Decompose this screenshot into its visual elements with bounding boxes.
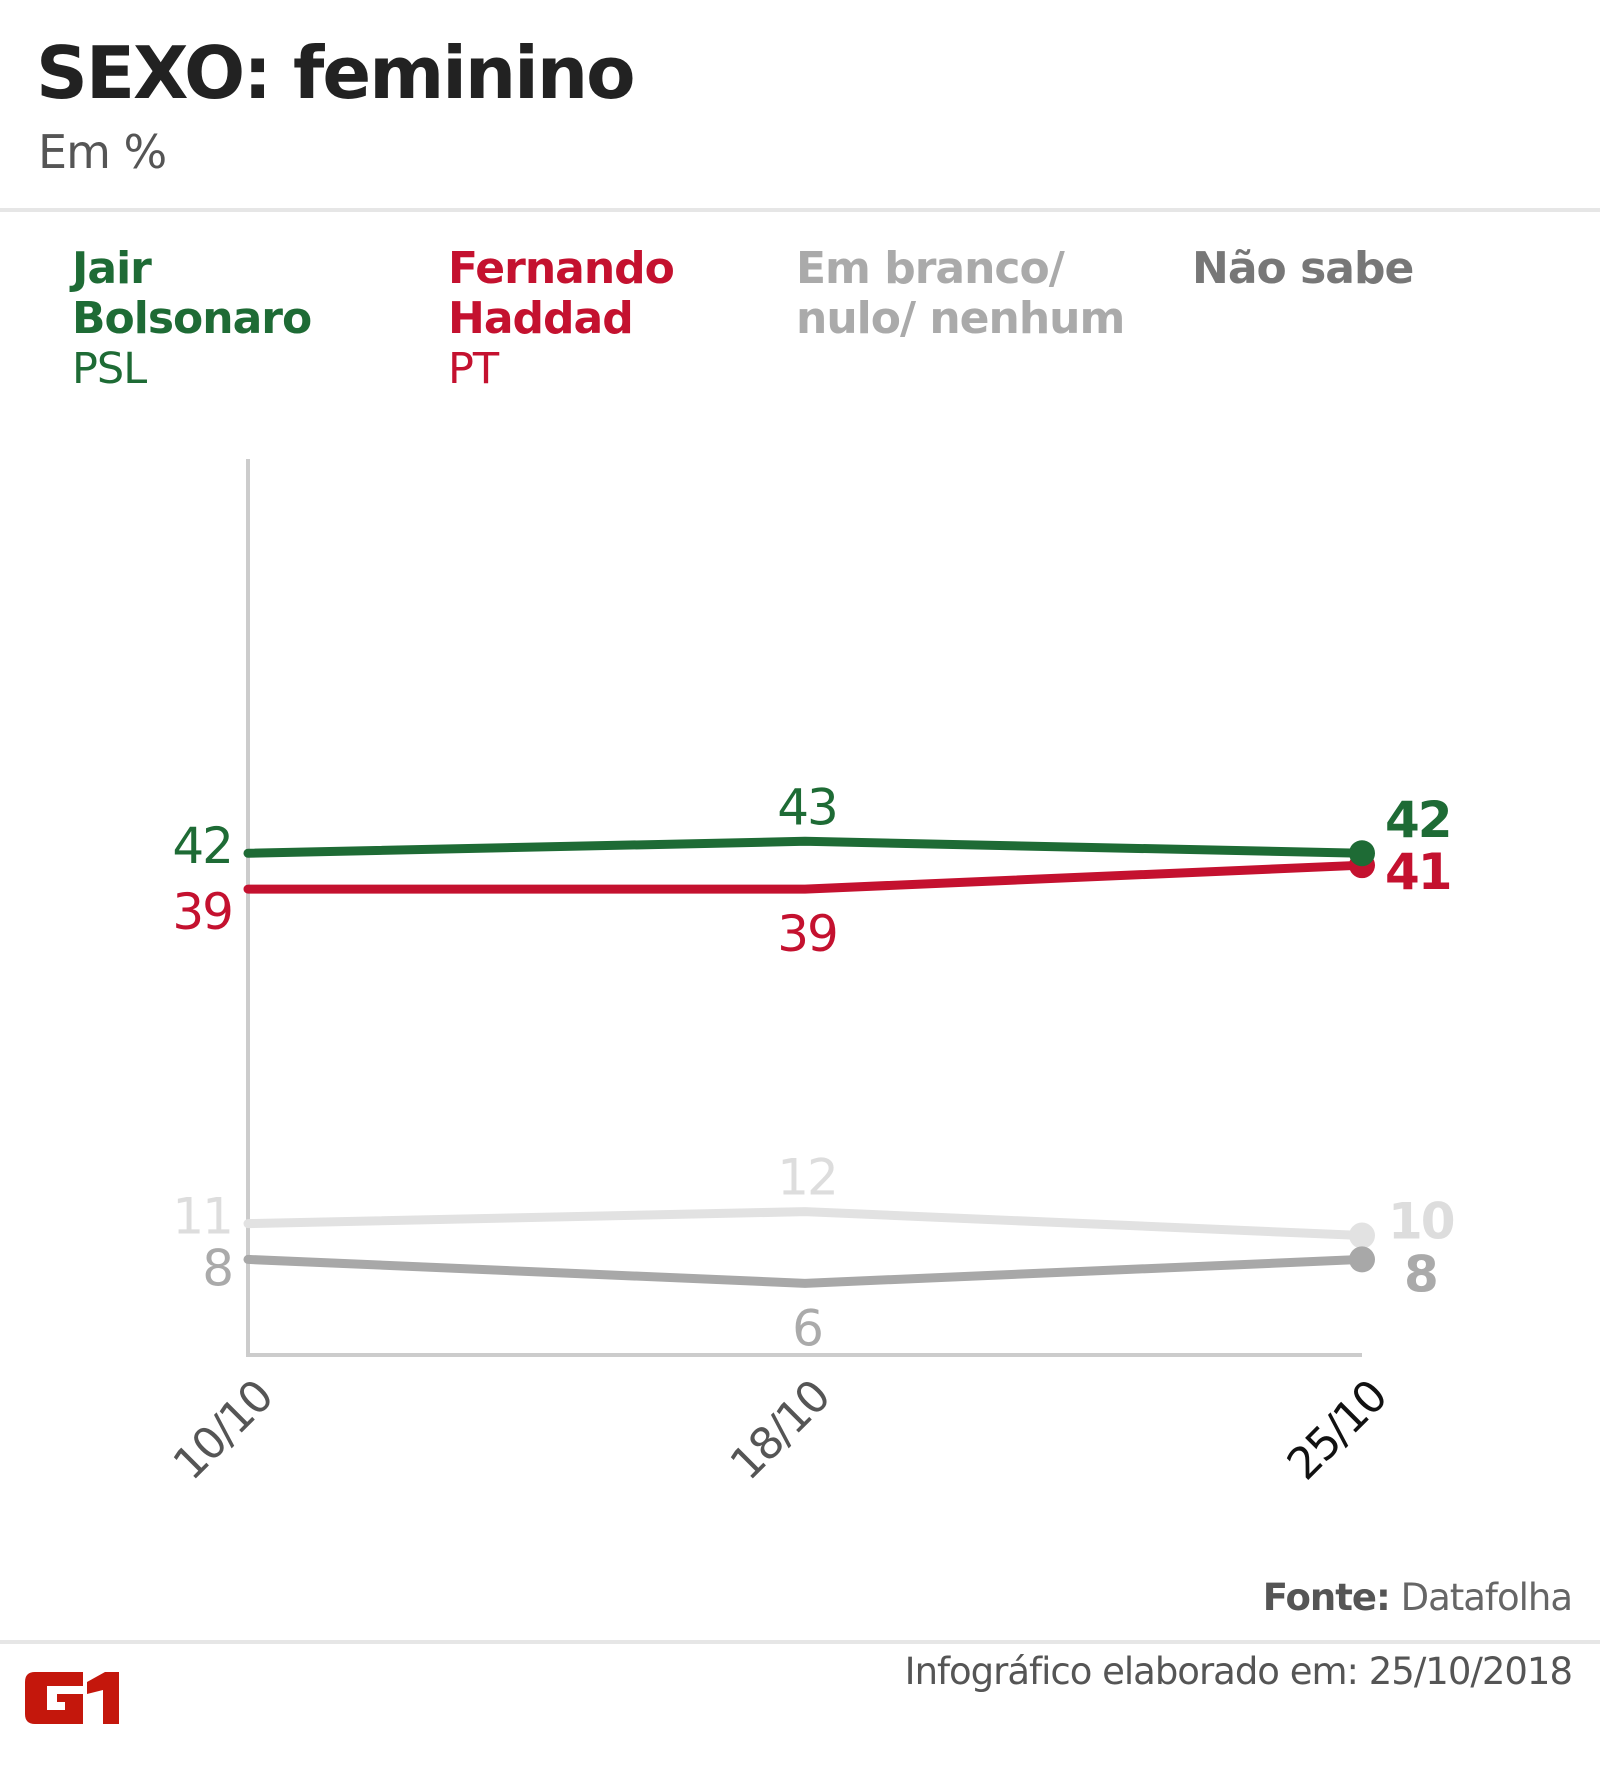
x-tick-label: 10/10 bbox=[164, 1371, 283, 1490]
header-divider bbox=[0, 208, 1600, 212]
legend-name-line1: Fernando bbox=[448, 243, 675, 294]
legend-party: PT bbox=[448, 344, 499, 394]
legend-item-nao-sabe: Não sabe bbox=[1192, 243, 1414, 294]
chart-axes bbox=[246, 459, 1362, 1357]
data-label: 6 bbox=[792, 1299, 822, 1357]
data-label: 42 bbox=[1385, 791, 1451, 849]
data-label: 8 bbox=[202, 1239, 232, 1297]
legend-item-bolsonaro: Jair Bolsonaro PSL bbox=[72, 243, 312, 395]
chart-title: SEXO: feminino bbox=[36, 31, 636, 115]
data-label: 41 bbox=[1385, 843, 1451, 901]
data-label: 39 bbox=[172, 883, 232, 941]
legend-name-line1: Não sabe bbox=[1192, 243, 1414, 294]
data-label: 42 bbox=[172, 817, 232, 875]
source-value: Datafolha bbox=[1400, 1576, 1573, 1619]
data-label: 39 bbox=[777, 905, 837, 963]
series-line-3 bbox=[243, 1254, 1367, 1288]
series-end-marker bbox=[1349, 1222, 1375, 1249]
g1-logo-g bbox=[25, 1672, 83, 1724]
chart-subtitle: Em % bbox=[38, 125, 167, 179]
data-label: 11 bbox=[172, 1188, 232, 1246]
series-line-1 bbox=[243, 860, 1367, 894]
source-note: Fonte: Datafolha bbox=[1262, 1573, 1573, 1623]
series-end-marker bbox=[1349, 840, 1375, 867]
series-end-marker bbox=[1349, 1246, 1375, 1273]
x-axis-ticks: 10/10 18/10 25/10 bbox=[164, 1371, 1397, 1490]
legend-name-line2: Haddad bbox=[448, 293, 634, 344]
series-line-0 bbox=[243, 836, 1367, 858]
data-label: 8 bbox=[1404, 1245, 1437, 1303]
legend-name-line1: Jair bbox=[72, 243, 152, 294]
data-label: 12 bbox=[777, 1149, 837, 1207]
source-label: Fonte: bbox=[1262, 1576, 1391, 1619]
made-on-date: Infográfico elaborado em: 25/10/2018 bbox=[904, 1650, 1573, 1693]
footer-divider bbox=[0, 1640, 1600, 1644]
legend-name-line2: nulo/ nenhum bbox=[796, 293, 1125, 344]
data-label: 43 bbox=[777, 778, 837, 836]
series-lines bbox=[243, 836, 1375, 1288]
legend-name-line1: Em branco/ bbox=[796, 243, 1065, 294]
x-tick-label: 25/10 bbox=[1278, 1371, 1397, 1490]
legend-item-branco-nulo: Em branco/ nulo/ nenhum bbox=[796, 243, 1125, 344]
series-line-2 bbox=[243, 1207, 1367, 1241]
g1-logo-icon: G1 bbox=[25, 1672, 119, 1724]
legend-name-line2: Bolsonaro bbox=[72, 293, 312, 344]
x-tick-label: 18/10 bbox=[721, 1371, 840, 1490]
data-label: 10 bbox=[1388, 1193, 1454, 1251]
legend-item-haddad: Fernando Haddad PT bbox=[448, 243, 675, 395]
g1-logo-1 bbox=[87, 1672, 119, 1724]
legend-party: PSL bbox=[72, 344, 147, 394]
